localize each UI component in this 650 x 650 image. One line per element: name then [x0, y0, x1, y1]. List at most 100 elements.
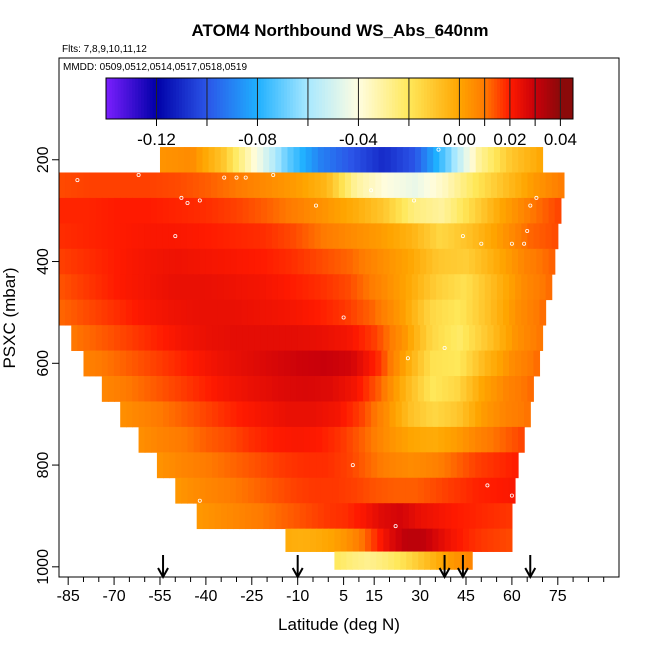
heatmap-cell: [309, 528, 317, 552]
heatmap-cell: [358, 452, 366, 479]
heatmap-cell: [481, 325, 489, 351]
heatmap-cell: [390, 503, 398, 530]
x-tick-label: 45: [457, 588, 475, 605]
heatmap-cell: [232, 147, 240, 173]
heatmap-cell: [412, 551, 419, 570]
heatmap-cell: [436, 299, 443, 326]
colorbar-swatch: [494, 78, 498, 119]
colorbar-swatch: [234, 78, 238, 119]
colorbar-swatch: [310, 78, 314, 119]
heatmap-cell: [384, 147, 392, 173]
heatmap-cell: [536, 147, 544, 173]
heatmap-cell: [168, 350, 176, 377]
heatmap-cell: [463, 147, 471, 173]
colorbar-swatch: [479, 78, 484, 119]
colorbar-swatch: [500, 78, 504, 119]
heatmap-cell: [545, 223, 553, 250]
heatmap-cell: [518, 197, 525, 224]
heatmap-cell: [411, 376, 419, 402]
heatmap-cell: [316, 248, 323, 275]
heatmap-cell: [296, 350, 303, 377]
colorbar-swatch: [181, 78, 186, 119]
heatmap-cell: [505, 452, 513, 479]
heatmap-cell: [186, 274, 194, 301]
heatmap-cell: [242, 248, 250, 275]
heatmap-cell: [336, 503, 343, 530]
heatmap-cell: [241, 274, 249, 301]
heatmap-cell: [354, 503, 361, 530]
heatmap-cell: [334, 248, 342, 275]
colorbar-swatch: [143, 78, 148, 119]
heatmap-cell: [71, 274, 78, 301]
heatmap-cell: [521, 299, 528, 326]
heatmap-cell: [417, 477, 425, 504]
heatmap-cell: [211, 376, 218, 402]
heatmap-cell: [89, 197, 97, 224]
y-tick-label: 400: [35, 248, 52, 275]
heatmap-cell: [505, 248, 513, 275]
heatmap-cell: [334, 551, 341, 570]
heatmap-cell: [181, 426, 189, 453]
colorbar-swatch: [284, 78, 288, 119]
heatmap-cell: [235, 299, 243, 326]
sample-point: [350, 463, 355, 468]
heatmap-cell: [350, 299, 358, 326]
heatmap-cell: [101, 172, 109, 199]
heatmap-cell: [382, 551, 389, 570]
heatmap-cell: [497, 172, 504, 199]
heatmap-cell: [309, 325, 317, 351]
heatmap-cell: [267, 426, 274, 453]
heatmap-cell: [254, 325, 262, 351]
heatmap-cell: [205, 452, 213, 479]
heatmap-cell: [338, 223, 346, 250]
heatmap-cell: [407, 248, 415, 275]
colorbar-swatch: [450, 78, 454, 119]
heatmap-cell: [187, 401, 195, 428]
heatmap-cell: [235, 172, 243, 199]
heatmap-cell: [229, 376, 237, 402]
heatmap-cell: [340, 528, 348, 552]
heatmap-cell: [205, 401, 213, 428]
heatmap-cell: [120, 248, 127, 275]
colorbar-swatch: [240, 78, 244, 119]
heatmap-cell: [340, 401, 348, 428]
heatmap-cell: [138, 401, 146, 428]
heatmap-cell: [496, 350, 504, 377]
heatmap-cell: [438, 248, 446, 275]
colorbar-swatch: [251, 78, 256, 119]
heatmap-cell: [493, 197, 501, 224]
heatmap-cell: [423, 299, 431, 326]
heatmap-cell: [156, 223, 164, 250]
x-tick-label: 5: [339, 588, 348, 605]
heatmap-cell: [389, 452, 397, 479]
heatmap-cell: [254, 197, 262, 224]
heatmap-cell: [302, 350, 310, 377]
heatmap-cell: [411, 223, 419, 250]
heatmap-cell: [436, 477, 443, 504]
heatmap-cell: [487, 452, 495, 479]
heatmap-cell: [469, 452, 476, 479]
colorbar-swatch: [152, 78, 157, 119]
heatmap-cell: [542, 248, 550, 275]
heatmap-cell: [521, 376, 528, 402]
heatmap-cell: [346, 197, 354, 224]
heatmap-cell: [235, 274, 243, 301]
heatmap-cell: [436, 274, 443, 301]
heatmap-cell: [445, 503, 452, 530]
heatmap-cell: [375, 477, 383, 504]
heatmap-cell: [120, 376, 127, 402]
heatmap-cell: [375, 350, 382, 377]
heatmap-cell: [253, 223, 261, 250]
sample-point: [442, 345, 447, 350]
heatmap-cell: [363, 223, 370, 250]
colorbar-tick-label: 0.00: [443, 130, 476, 149]
heatmap-cell: [77, 325, 85, 351]
heatmap-cell: [65, 274, 72, 301]
heatmap-cell: [456, 325, 464, 351]
heatmap-cell: [190, 147, 198, 173]
colorbar-swatch: [228, 78, 233, 119]
heatmap-cell: [95, 223, 103, 250]
heatmap-cell: [114, 248, 121, 275]
heatmap-cell: [119, 299, 127, 326]
